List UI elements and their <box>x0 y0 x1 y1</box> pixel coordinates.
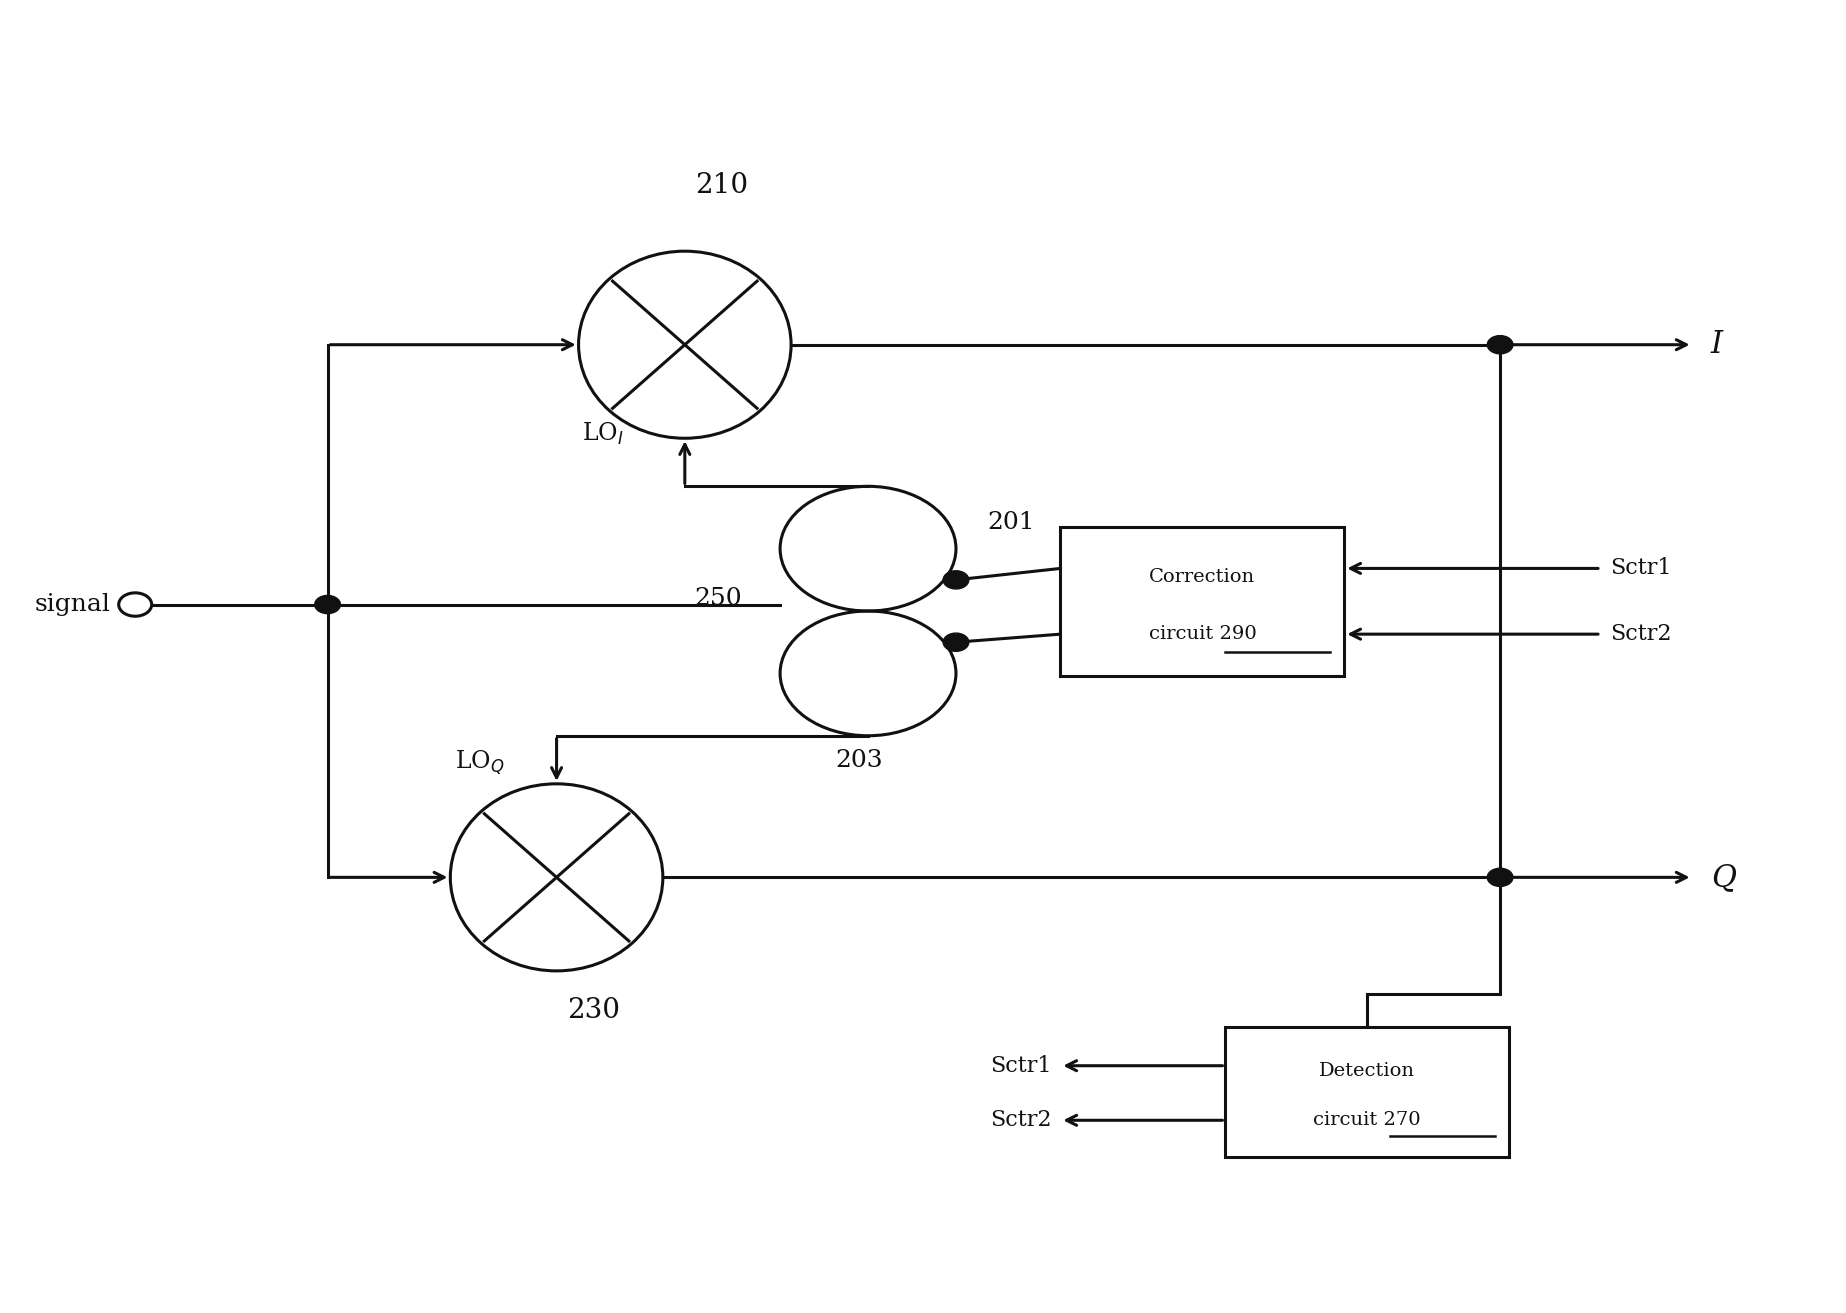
Text: Q: Q <box>1711 861 1735 893</box>
Text: 250: 250 <box>694 587 742 609</box>
Text: 201: 201 <box>988 511 1034 534</box>
Text: Sctr1: Sctr1 <box>989 1054 1050 1077</box>
Circle shape <box>314 595 340 613</box>
Circle shape <box>943 633 969 651</box>
Circle shape <box>1488 336 1514 353</box>
Text: I: I <box>1711 330 1722 360</box>
Circle shape <box>1488 868 1514 886</box>
Text: 230: 230 <box>567 997 620 1024</box>
Text: Detection: Detection <box>1320 1062 1416 1079</box>
Text: circuit 290: circuit 290 <box>1148 625 1257 643</box>
Text: 203: 203 <box>834 748 882 772</box>
Text: Sctr2: Sctr2 <box>1610 624 1671 645</box>
Text: Correction: Correction <box>1150 569 1255 587</box>
Text: LO$_{\mathit{Q}}$: LO$_{\mathit{Q}}$ <box>454 748 504 777</box>
Text: 210: 210 <box>694 172 748 200</box>
Text: circuit 270: circuit 270 <box>1314 1111 1421 1129</box>
Text: Sctr2: Sctr2 <box>989 1109 1050 1132</box>
Circle shape <box>943 571 969 590</box>
Text: Sctr1: Sctr1 <box>1610 558 1671 579</box>
Text: LO$_{\mathit{I}}$: LO$_{\mathit{I}}$ <box>581 421 624 448</box>
Text: signal: signal <box>35 593 111 616</box>
Bar <box>1226 1027 1510 1157</box>
Bar <box>1060 527 1344 676</box>
